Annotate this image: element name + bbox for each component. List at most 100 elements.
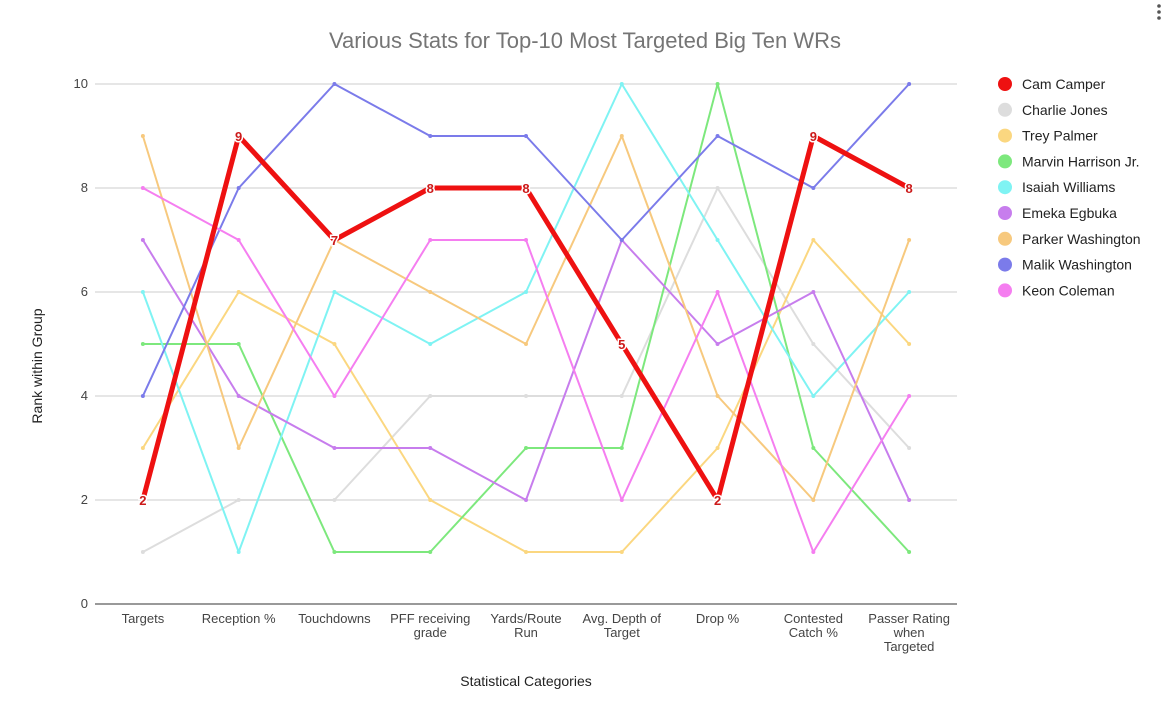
data-point <box>236 238 241 242</box>
data-label: 7 <box>331 233 338 248</box>
legend-swatch <box>998 206 1012 220</box>
data-point <box>811 394 816 398</box>
legend-item[interactable]: Marvin Harrison Jr. <box>998 153 1139 169</box>
legend: Cam Camper Charlie Jones Trey Palmer Marvin… <box>998 76 1141 298</box>
legend-item[interactable]: Malik Washington <box>998 257 1132 273</box>
data-label: 8 <box>905 181 912 196</box>
data-point <box>236 290 241 294</box>
legend-label: Marvin Harrison Jr. <box>1022 153 1139 169</box>
data-point <box>428 134 433 138</box>
data-point <box>907 394 912 398</box>
data-point <box>811 342 816 346</box>
legend-label: Emeka Egbuka <box>1022 205 1117 221</box>
y-tick-label: 8 <box>81 180 88 195</box>
y-tick-label: 6 <box>81 284 88 299</box>
y-tick-label: 4 <box>81 388 88 403</box>
x-axis-title: Statistical Categories <box>460 673 592 689</box>
series-line <box>142 239 911 501</box>
data-point <box>523 185 529 191</box>
data-point <box>140 186 145 190</box>
data-point <box>140 394 145 398</box>
data-point <box>140 446 145 450</box>
data-point <box>236 550 241 554</box>
data-point <box>332 82 337 86</box>
legend-item[interactable]: Keon Coleman <box>998 282 1115 298</box>
data-point <box>428 498 433 502</box>
data-point <box>236 498 241 502</box>
legend-swatch <box>998 77 1012 91</box>
data-point <box>715 446 720 450</box>
data-point <box>524 498 528 502</box>
data-label: 8 <box>522 181 529 196</box>
x-axis-ticks: Targets Reception % Touchdowns PFF receivin… <box>122 611 950 654</box>
legend-item[interactable]: Parker Washington <box>998 231 1141 247</box>
data-point <box>331 237 337 243</box>
y-tick-label: 2 <box>81 492 88 507</box>
x-tick-label: Passer Rating when Targeted <box>868 611 950 654</box>
legend-label: Cam Camper <box>1022 76 1106 92</box>
x-tick-label: Drop % <box>696 611 740 626</box>
data-point <box>524 394 528 398</box>
legend-swatch <box>998 257 1012 272</box>
data-point <box>332 550 337 554</box>
legend-label: Parker Washington <box>1022 231 1141 247</box>
chart-title: Various Stats for Top-10 Most Targeted B… <box>329 28 841 53</box>
data-point <box>524 290 528 294</box>
data-point <box>907 446 912 450</box>
data-point <box>236 133 242 139</box>
data-point <box>715 186 720 190</box>
data-point <box>427 185 433 191</box>
data-point <box>332 446 337 450</box>
data-point <box>715 342 720 346</box>
data-point <box>906 185 912 191</box>
data-point <box>140 342 145 346</box>
y-axis-title: Rank within Group <box>29 308 45 423</box>
y-tick-label: 0 <box>81 596 88 611</box>
x-tick-label: Reception % <box>202 611 276 626</box>
legend-label: Trey Palmer <box>1022 128 1098 144</box>
data-point <box>619 341 625 347</box>
data-point <box>140 134 145 138</box>
y-axis-ticks: 0 2 4 6 8 10 <box>74 76 88 611</box>
data-point <box>619 238 624 242</box>
data-point <box>811 550 816 554</box>
legend-item[interactable]: Emeka Egbuka <box>998 205 1117 221</box>
data-point <box>811 446 816 450</box>
legend-item[interactable]: Isaiah Williams <box>998 179 1115 195</box>
legend-item[interactable]: Trey Palmer <box>998 128 1098 144</box>
data-point <box>236 394 241 398</box>
data-point <box>715 134 720 138</box>
more-options-icon[interactable] <box>1157 4 1161 20</box>
data-label: 2 <box>714 493 721 508</box>
data-label: 5 <box>618 337 625 352</box>
data-point <box>619 394 624 398</box>
legend-item[interactable]: Cam Camper <box>998 76 1106 92</box>
data-point <box>524 134 528 138</box>
legend-swatch <box>998 128 1012 143</box>
data-point <box>140 550 145 554</box>
data-point <box>811 238 816 242</box>
data-point <box>524 550 528 554</box>
legend-label: Charlie Jones <box>1022 102 1108 118</box>
x-tick-label: Yards/Route Run <box>490 611 561 640</box>
legend-swatch <box>998 154 1012 169</box>
data-point <box>715 497 721 503</box>
data-point <box>907 550 912 554</box>
series-lines <box>140 82 912 554</box>
data-point <box>619 446 624 450</box>
data-point <box>619 134 624 138</box>
data-point <box>524 238 528 242</box>
data-point <box>907 238 912 242</box>
data-point <box>140 238 145 242</box>
data-point <box>619 550 624 554</box>
legend-label: Malik Washington <box>1022 257 1132 273</box>
legend-item[interactable]: Charlie Jones <box>998 102 1108 118</box>
data-point <box>428 550 433 554</box>
x-tick-label: Avg. Depth of Target <box>583 611 662 640</box>
legend-label: Isaiah Williams <box>1022 179 1115 195</box>
legend-label: Keon Coleman <box>1022 282 1115 298</box>
data-point <box>332 498 337 502</box>
data-point <box>715 290 720 294</box>
data-point <box>140 290 145 294</box>
